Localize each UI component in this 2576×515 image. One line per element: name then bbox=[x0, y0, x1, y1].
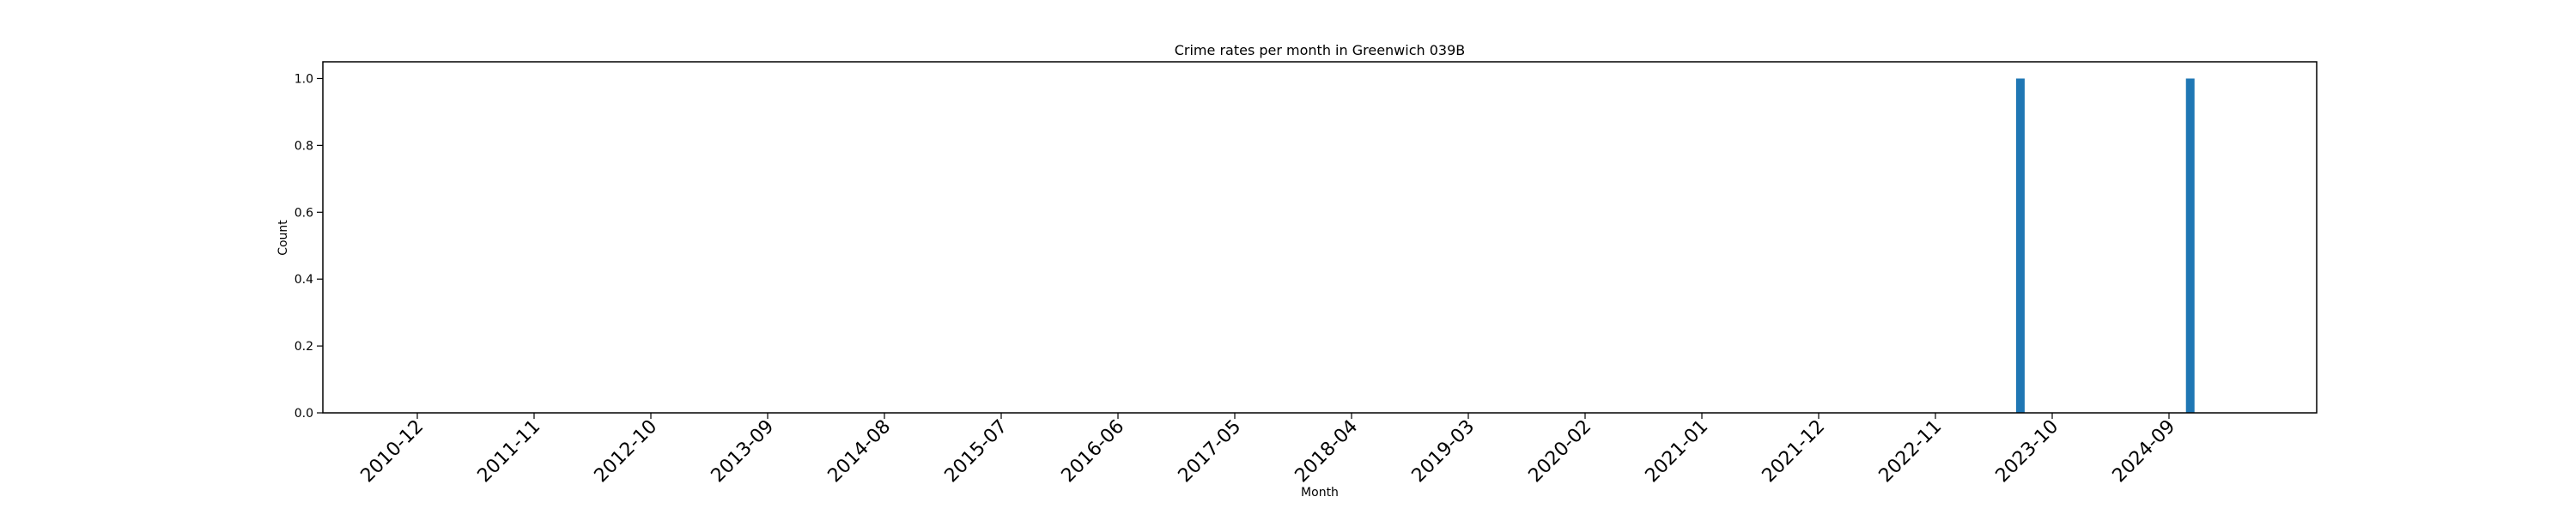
bar bbox=[2185, 78, 2195, 413]
bars-group bbox=[2015, 78, 2195, 413]
x-tick-label: 2022-11 bbox=[1875, 416, 1947, 488]
plot-frame bbox=[322, 61, 2318, 414]
y-tick-label: 1.0 bbox=[295, 72, 313, 86]
x-tick-label: 2017-05 bbox=[1175, 416, 1246, 488]
x-tick-label: 2016-06 bbox=[1058, 416, 1129, 488]
x-tick-label: 2014-08 bbox=[824, 416, 896, 488]
bar bbox=[2015, 78, 2025, 413]
x-tick-label: 2015-07 bbox=[941, 416, 1012, 488]
x-axis-title: Month bbox=[1301, 486, 1339, 500]
y-tick-label: 0.8 bbox=[295, 139, 313, 153]
x-axis: 2010-12 2011-11 2012-10 2013-09 2014-08 2015-… bbox=[357, 413, 2180, 488]
x-tick-label: 2021-12 bbox=[1759, 416, 1830, 488]
x-tick-label: 2018-04 bbox=[1291, 416, 1363, 488]
chart-title: Crime rates per month in Greenwich 039B bbox=[1175, 42, 1466, 58]
x-tick-label: 2011-11 bbox=[474, 416, 545, 488]
x-tick-label: 2013-09 bbox=[708, 416, 779, 488]
y-tick-label: 0.0 bbox=[295, 407, 313, 421]
y-axis-title: Count bbox=[276, 220, 290, 256]
y-axis: 0.0 0.2 0.4 0.6 0.8 1.0 bbox=[295, 72, 323, 421]
x-tick-label: 2012-10 bbox=[591, 416, 662, 488]
x-tick-label: 2023-10 bbox=[1992, 416, 2063, 488]
x-tick-label: 2010-12 bbox=[357, 416, 428, 488]
y-tick-label: 0.6 bbox=[295, 206, 313, 220]
x-tick-label: 2019-03 bbox=[1408, 416, 1479, 488]
y-tick-label: 0.4 bbox=[295, 273, 313, 287]
x-tick-label: 2020-02 bbox=[1525, 416, 1596, 488]
x-tick-label: 2021-01 bbox=[1642, 416, 1713, 488]
x-tick-label: 2024-09 bbox=[2109, 416, 2180, 488]
y-tick-label: 0.2 bbox=[295, 340, 313, 354]
